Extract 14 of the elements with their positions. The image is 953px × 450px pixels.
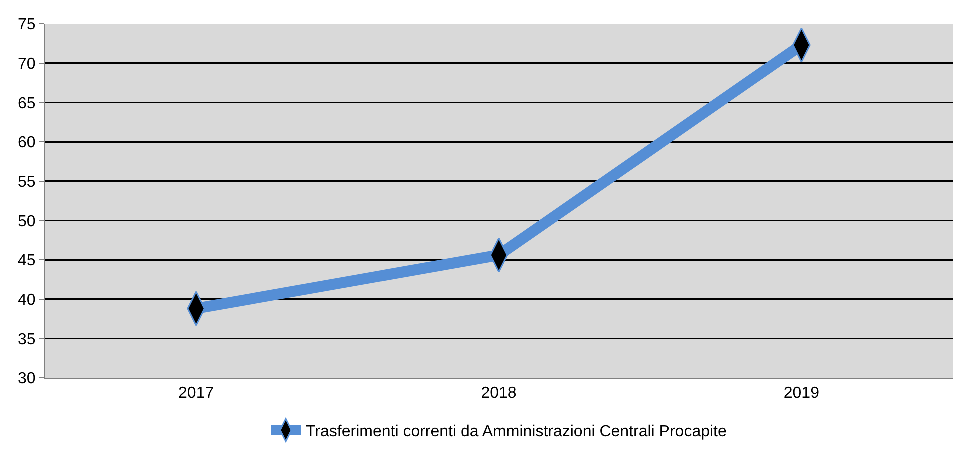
x-tick-label: 2018	[481, 385, 517, 402]
y-tick-label: 35	[18, 331, 36, 348]
y-tick-label: 70	[18, 56, 36, 73]
y-tick-label: 45	[18, 252, 36, 270]
y-tick-label: 65	[18, 95, 36, 112]
legend-label: Trasferimenti correnti da Amministrazioni Centrali Procapite	[306, 424, 727, 441]
y-tick-label: 55	[18, 174, 36, 191]
y-tick-label: 60	[18, 134, 36, 152]
x-tick-label: 2017	[178, 385, 214, 402]
y-tick-label: 50	[18, 213, 36, 230]
y-tick-label: 75	[18, 16, 36, 34]
y-tick-label: 40	[18, 292, 36, 309]
y-tick-label: 30	[18, 370, 36, 388]
x-tick-label: 2019	[784, 385, 820, 402]
